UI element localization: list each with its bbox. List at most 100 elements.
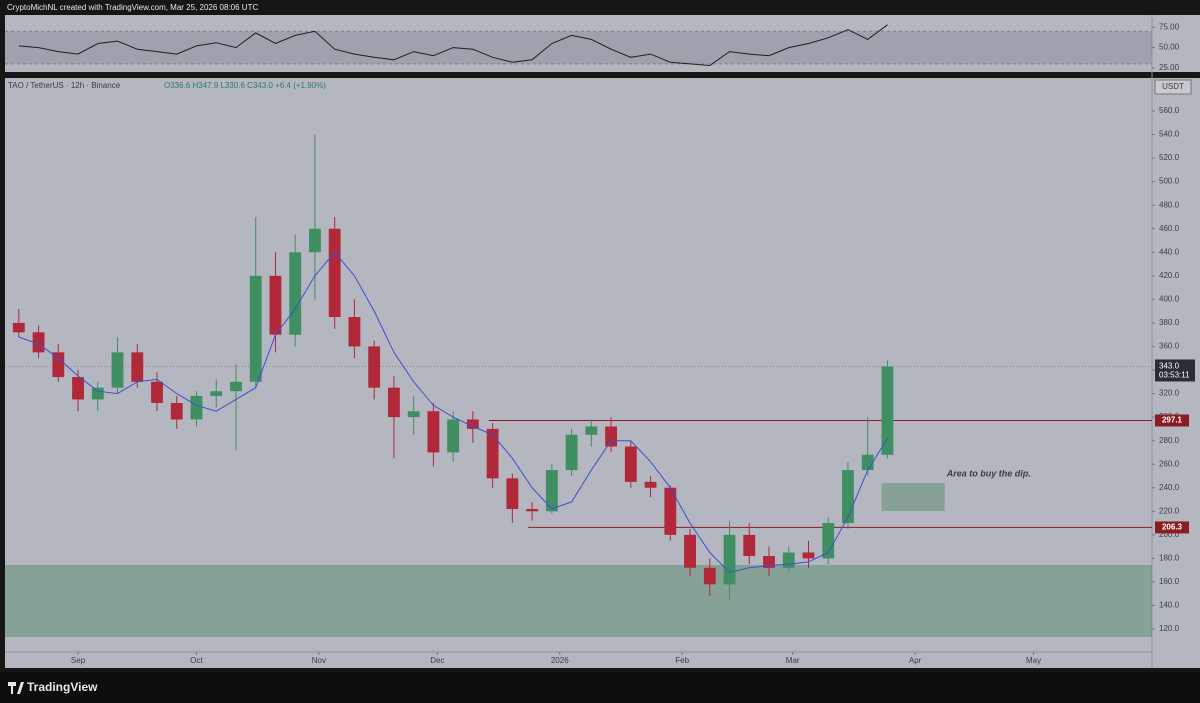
symbol-legend: TAO / TetherUS · 12h · Binance: [8, 81, 121, 90]
level-label-box: [1155, 521, 1189, 534]
y-tick-label: 440.0: [1159, 247, 1180, 256]
rsi-pane: [5, 15, 1152, 72]
y-tick-label: 460.0: [1159, 224, 1180, 233]
rsi-band: [5, 31, 1152, 64]
candle-body: [289, 252, 302, 335]
candle-body: [170, 402, 183, 420]
y-tick-label: 480.0: [1159, 200, 1180, 209]
candle-body: [32, 332, 45, 353]
candle-body: [427, 411, 440, 453]
candle-body: [72, 377, 84, 400]
level-label: 206.3: [1162, 523, 1183, 532]
candle-body: [881, 366, 894, 455]
x-tick-label: Dec: [430, 656, 444, 665]
candle-body: [249, 275, 262, 382]
candle-body: [782, 552, 795, 568]
candle-body: [131, 352, 144, 382]
candle-body: [644, 481, 657, 488]
y-tick-label: 520.0: [1159, 153, 1180, 162]
y-tick-label: 260.0: [1159, 459, 1180, 468]
candle-body: [387, 387, 400, 418]
rsi-line: [18, 24, 888, 67]
zone-label: Area to buy the dip.: [946, 468, 1031, 478]
candle-body: [861, 454, 874, 471]
x-tick-label: Sep: [71, 656, 86, 665]
candle-body: [309, 228, 321, 253]
zone: [881, 483, 945, 511]
candle-body: [230, 381, 242, 392]
candle-body: [723, 534, 736, 585]
countdown: 03:53:11: [1159, 371, 1190, 380]
candle-body: [466, 419, 479, 429]
footer-bar: [0, 672, 1200, 703]
candle-body: [664, 487, 677, 535]
y-tick-label: 420.0: [1159, 271, 1180, 280]
logo: [8, 682, 24, 694]
candle-body: [12, 322, 25, 333]
candle-body: [447, 419, 460, 453]
candle-body: [802, 552, 815, 559]
candle-body: [486, 428, 499, 479]
x-tick-label: Apr: [909, 656, 922, 665]
last-price-label: 343.0: [1159, 362, 1180, 371]
y-tick-label: 75.00: [1159, 22, 1180, 31]
candle-body: [328, 228, 341, 318]
currency-box: [1154, 79, 1192, 95]
y-tick-label: 400.0: [1159, 294, 1180, 303]
rsi-axis: [1152, 15, 1200, 72]
y-tick-label: 280.0: [1159, 436, 1180, 445]
y-tick-label: 200.0: [1159, 530, 1180, 539]
candle-body: [52, 352, 65, 378]
candle-body: [822, 523, 835, 559]
last-price-box: [1155, 359, 1195, 382]
candle-body: [605, 426, 617, 447]
x-tick-label: Nov: [312, 656, 326, 665]
candle-body: [407, 411, 420, 418]
credit: CryptoMichNL created with TradingView.co…: [7, 3, 258, 12]
candle-body: [506, 478, 519, 509]
level-label: 297.1: [1162, 416, 1183, 425]
y-tick-label: 180.0: [1159, 554, 1180, 563]
candle-body: [190, 395, 203, 420]
y-tick-label: 240.0: [1159, 483, 1180, 492]
y-tick-label: 320.0: [1159, 389, 1180, 398]
candle-body: [842, 470, 854, 524]
candle-body: [743, 534, 756, 557]
candle-body: [585, 426, 598, 435]
x-tick-label: Mar: [786, 656, 800, 665]
time-axis: [5, 652, 1152, 668]
candle-body: [151, 381, 163, 403]
candle-body: [763, 556, 775, 568]
y-tick-label: 360.0: [1159, 342, 1180, 351]
candle-body: [210, 391, 223, 396]
moving-average: [18, 251, 888, 574]
y-tick-label: 25.00: [1159, 63, 1180, 72]
price-pane: [5, 78, 1152, 652]
x-tick-label: Feb: [675, 656, 689, 665]
candle-body: [111, 352, 124, 388]
y-tick-label: 540.0: [1159, 130, 1180, 139]
level-label-box: [1155, 414, 1189, 427]
zone: [5, 564, 1152, 638]
currency: USDT: [1162, 82, 1184, 91]
candle-body: [348, 317, 361, 347]
ohlc-legend: O336.6 H347.9 L330.6 C343.0 +6.4 (+1.90%…: [164, 81, 326, 90]
candle-body: [624, 446, 637, 482]
x-tick-label: May: [1026, 656, 1041, 665]
y-tick-label: 50.00: [1159, 43, 1180, 52]
candle-body: [526, 508, 539, 512]
candle-body: [684, 534, 696, 568]
candle-body: [565, 434, 578, 471]
candle-body: [269, 275, 282, 335]
y-tick-label: 120.0: [1159, 624, 1180, 633]
candle-body: [368, 346, 381, 388]
y-tick-label: 220.0: [1159, 506, 1180, 515]
candle-body: [703, 567, 716, 585]
y-tick-label: 380.0: [1159, 318, 1180, 327]
candle-body: [91, 387, 104, 400]
x-tick-label: 2026: [551, 656, 569, 665]
y-tick-label: 140.0: [1159, 601, 1180, 610]
y-tick-label: 500.0: [1159, 177, 1180, 186]
candle-body: [545, 470, 558, 512]
